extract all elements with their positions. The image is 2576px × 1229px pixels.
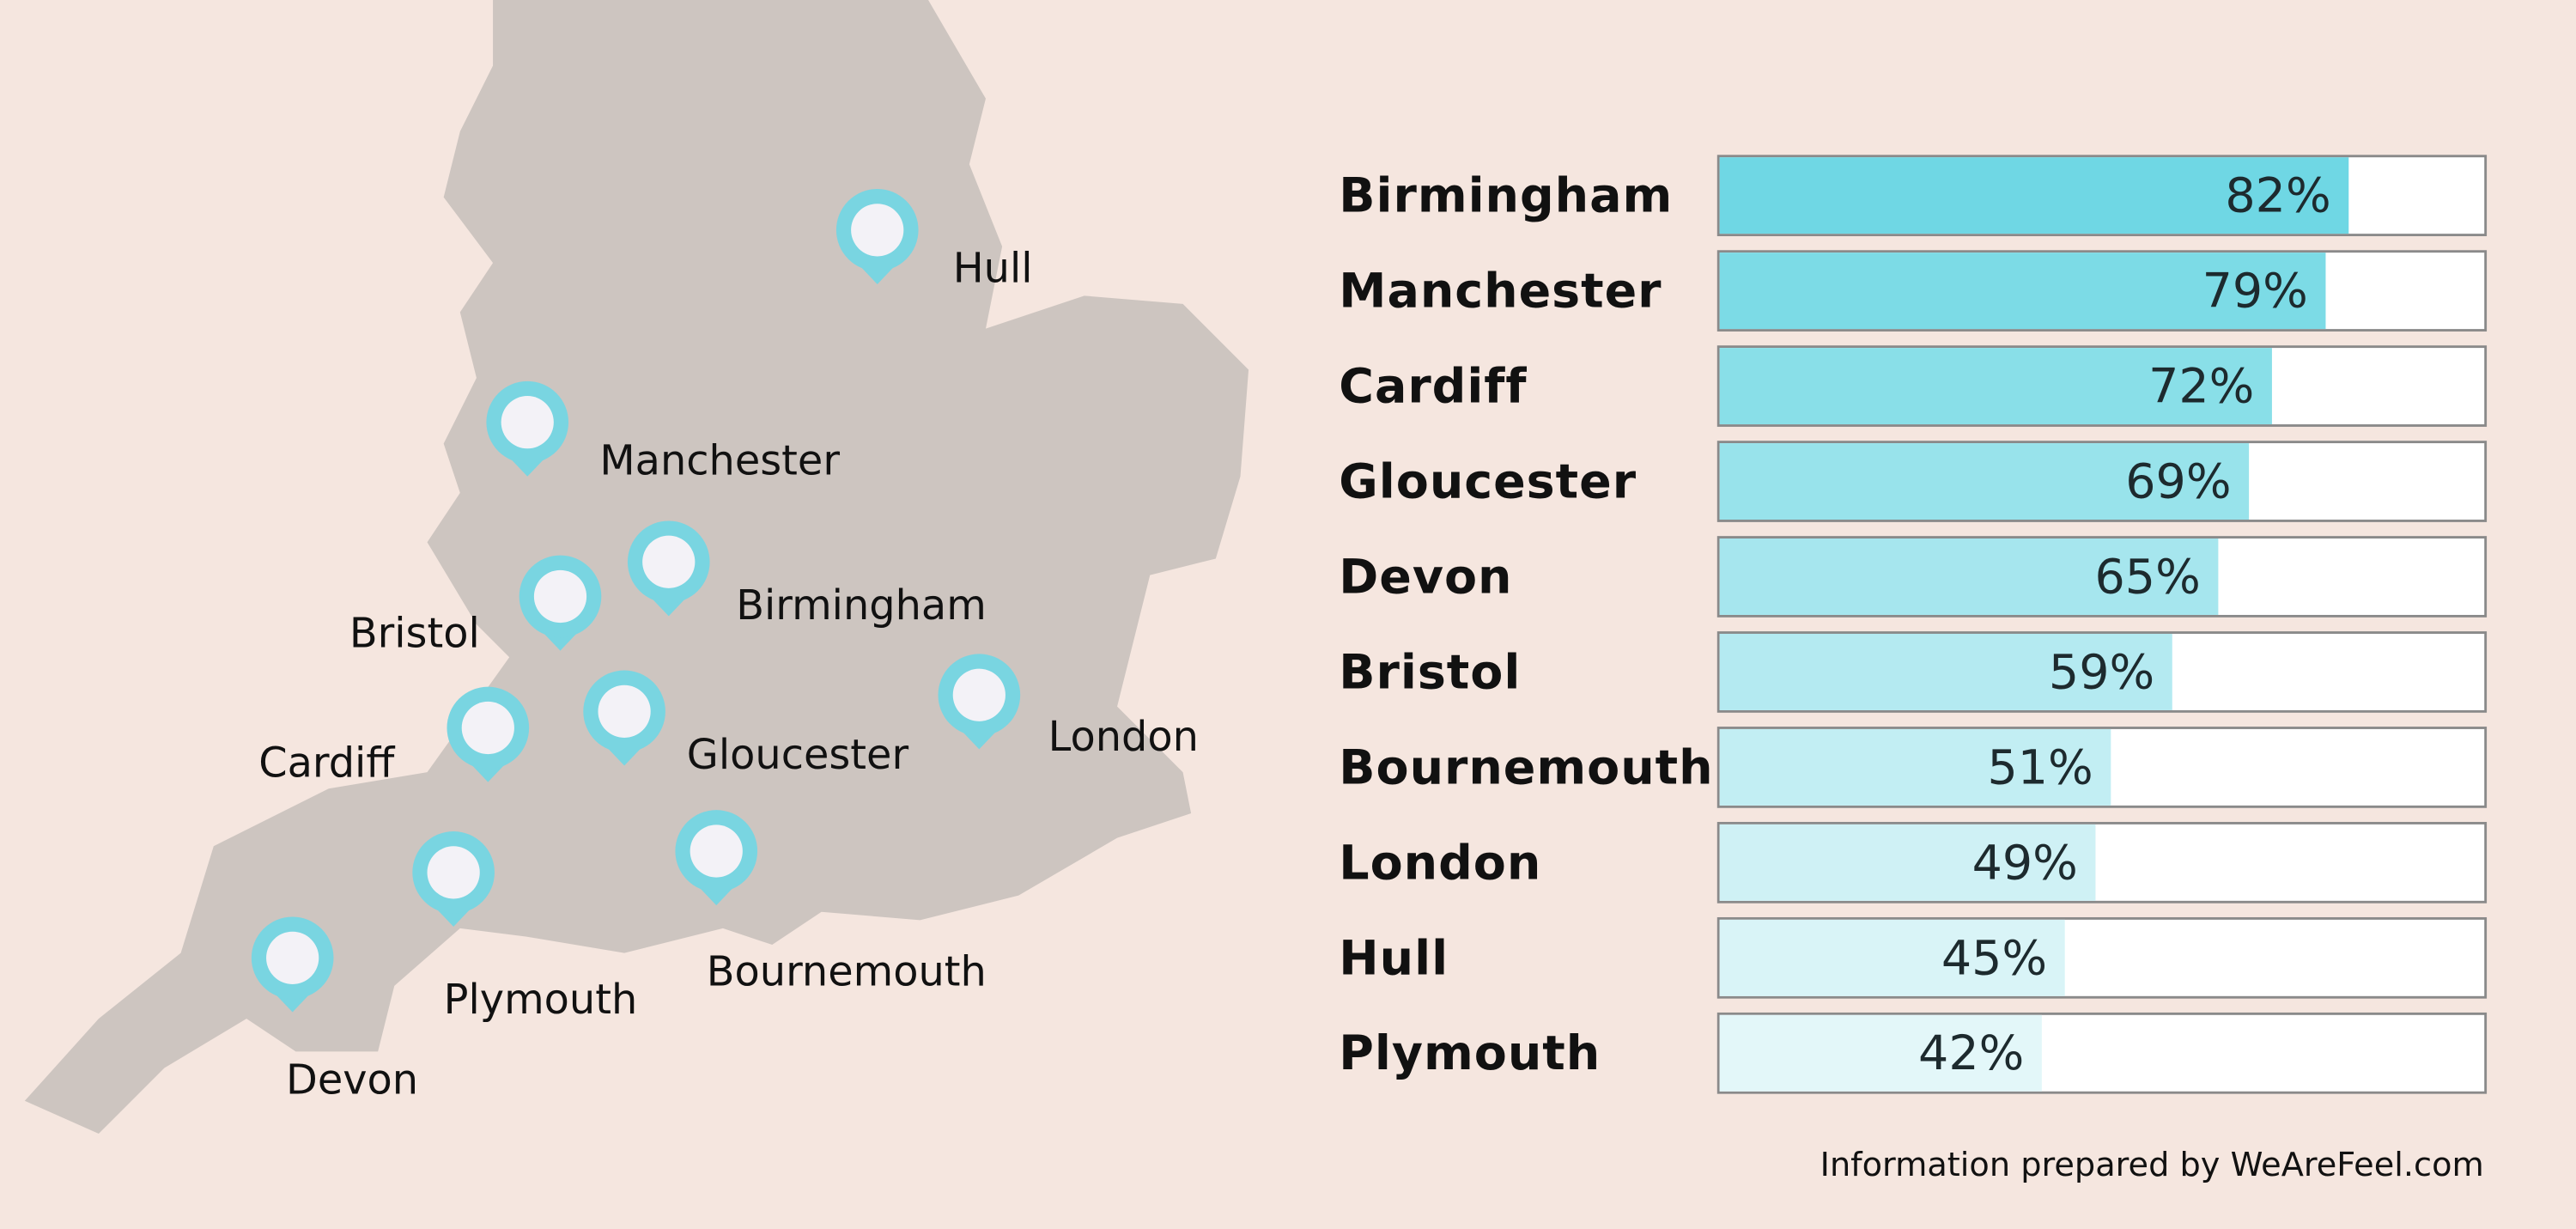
map-pin: [835, 189, 919, 284]
map-label: Birmingham: [736, 582, 987, 630]
map-label: Plymouth: [444, 977, 638, 1024]
pin-dot: [952, 668, 1005, 721]
pin-dot: [501, 396, 554, 449]
value-label: 65%: [2095, 550, 2201, 605]
map-label: Hull: [953, 246, 1033, 293]
map-pin: [412, 831, 495, 927]
bar: [1719, 1014, 2042, 1092]
value-label: 42%: [1918, 1026, 2024, 1081]
pin-dot: [690, 824, 743, 878]
bar: [1719, 824, 2096, 901]
map-pin: [938, 654, 1021, 750]
bar: [1719, 538, 2219, 615]
value-label: 72%: [2148, 360, 2254, 415]
map-pin: [627, 520, 710, 617]
footer: Information prepared by WeAreFeel.com: [1820, 1146, 2484, 1184]
category-label: Manchester: [1339, 265, 1662, 319]
map-pin: [519, 555, 602, 651]
map-label: Bournemouth: [707, 948, 987, 995]
map-pin: [486, 380, 569, 477]
pin-dot: [598, 684, 651, 738]
category-label: Cardiff: [1339, 360, 1527, 415]
map-pin: [447, 686, 530, 782]
value-label: 79%: [2202, 265, 2308, 319]
map-label: Bristol: [349, 610, 480, 657]
category-label: Plymouth: [1339, 1026, 1601, 1081]
map-pin: [675, 810, 758, 906]
map-pin: [583, 670, 665, 766]
bar: [1719, 633, 2172, 710]
value-label: 59%: [2049, 645, 2154, 700]
category-label: Devon: [1339, 550, 1512, 605]
value-label: 82%: [2225, 169, 2330, 224]
value-label: 49%: [1972, 836, 2078, 891]
pin-dot: [533, 569, 587, 624]
category-label: Bristol: [1339, 645, 1521, 700]
pin-dot: [461, 701, 514, 755]
category-label: Birmingham: [1339, 169, 1673, 224]
pin-dot: [642, 535, 696, 588]
category-label: Bournemouth: [1339, 740, 1713, 795]
category-label: London: [1339, 836, 1541, 891]
map-pin: [251, 916, 334, 1013]
bar: [1719, 157, 2349, 234]
map-label: Cardiff: [258, 740, 395, 788]
bar: [1719, 252, 2326, 330]
pin-dot: [266, 931, 319, 984]
bar: [1719, 919, 2065, 996]
value-label: 51%: [1987, 740, 2093, 795]
bar: [1719, 443, 2250, 520]
category-label: Gloucester: [1339, 454, 1637, 509]
map-label: Manchester: [599, 437, 840, 484]
category-label: Hull: [1339, 931, 1449, 986]
value-label: 69%: [2125, 454, 2231, 509]
bar: [1719, 348, 2272, 425]
bar: [1719, 728, 2111, 806]
pin-dot: [427, 846, 480, 899]
value-label: 45%: [1941, 931, 2047, 986]
pin-dot: [851, 204, 904, 257]
map-label: Gloucester: [687, 732, 909, 779]
map-label: Devon: [286, 1057, 418, 1104]
map-label: London: [1048, 714, 1199, 761]
